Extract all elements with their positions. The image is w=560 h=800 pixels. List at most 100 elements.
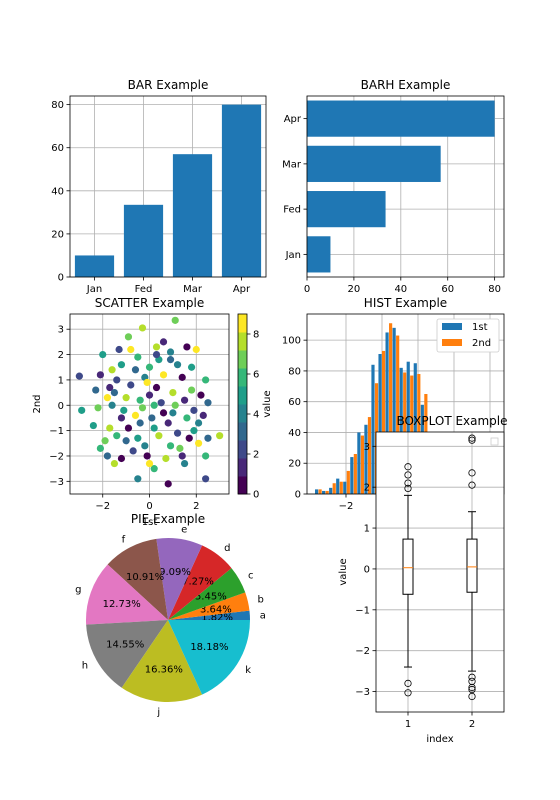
hist-bar-2nd: [332, 483, 336, 494]
pie-slice-g: [85, 564, 168, 625]
scatter-point: [113, 432, 121, 440]
hist-bar-1st: [343, 481, 347, 494]
scatter-point: [145, 459, 154, 468]
box-body: [466, 538, 478, 593]
axis-label-y: 2nd: [32, 394, 43, 413]
scatter-point: [150, 401, 158, 409]
pie-slice-e: [156, 538, 203, 620]
hist-bar-1st: [357, 432, 361, 494]
pie-slice-f: [107, 538, 168, 620]
pie-label: d: [224, 543, 230, 554]
pie-slice-k: [168, 620, 250, 695]
colorbar-segment: [238, 458, 247, 477]
pie-pct-label: 5.45%: [195, 591, 227, 602]
bar-chart: 0 20 40 60 80 Jan Fed Mar Apr BAR Example: [51, 78, 267, 295]
box-flier: [468, 469, 476, 477]
chart-title: BAR Example: [128, 78, 209, 92]
hist-bar-1st: [336, 478, 340, 494]
barh-mar: [307, 145, 441, 182]
pie-slice-j: [121, 620, 203, 702]
tick-label-y: 2: [364, 483, 370, 494]
tick-label-y: 0: [58, 401, 64, 412]
scatter-point: [78, 406, 86, 414]
scatter-point: [141, 442, 149, 450]
scatter-point: [136, 396, 144, 404]
scatter-point: [89, 421, 97, 430]
scatter-point: [134, 353, 142, 361]
axes-frame: [69, 313, 230, 495]
scatter-point: [136, 419, 144, 427]
tick-label-y: −1: [49, 426, 64, 437]
scatter-point: [166, 348, 175, 356]
scatter-point: [150, 465, 158, 473]
scatter-point: [138, 324, 147, 332]
tick-label-y: 20: [288, 459, 301, 470]
chart-title: PIE Example: [131, 512, 205, 526]
tick-label-y: Fed: [283, 205, 301, 216]
scatter-point: [113, 376, 121, 384]
scatter-point: [152, 343, 161, 351]
hist-bar-2nd: [353, 454, 357, 494]
bar-mar: [172, 154, 213, 277]
box-flier: [468, 673, 476, 681]
pie-slice-a: [168, 610, 250, 620]
scatter-point: [199, 411, 207, 420]
tick-label-y: 0: [58, 273, 64, 284]
hist-bar-2nd: [360, 435, 364, 494]
box-flier: [468, 683, 476, 692]
hist-bar-1st: [350, 457, 354, 494]
axes-frame: [69, 95, 267, 278]
scatter-point: [180, 459, 189, 468]
box-flier: [468, 481, 476, 489]
tick-label-y: 3: [58, 325, 64, 336]
hist-bar-2nd: [346, 470, 350, 494]
scatter-point: [197, 391, 205, 399]
box-flier: [404, 689, 412, 697]
barh-apr: [307, 100, 495, 137]
pie-pct-label: 12.73%: [103, 599, 141, 610]
scatter-point: [162, 454, 170, 463]
scatter-point: [180, 396, 189, 404]
scatter-point: [178, 373, 186, 381]
pie-slice-c: [168, 568, 246, 620]
scatter-point: [164, 419, 172, 427]
tick-label-y: 1: [58, 375, 64, 386]
tick-label-y: 0: [295, 490, 301, 501]
scatter-point: [173, 429, 182, 437]
pie-pct-label: 14.55%: [106, 640, 144, 651]
pie-pct-label: 16.36%: [145, 665, 183, 676]
tick-label-y: 20: [51, 229, 64, 240]
tick-label-y: −3: [49, 477, 64, 488]
scatter-point: [204, 399, 212, 407]
scatter-point: [129, 447, 137, 455]
axes-frame: [306, 95, 505, 278]
pie-pct-label: 9.09%: [159, 567, 191, 578]
colorbar-segment: [238, 476, 247, 495]
box-flier: [404, 471, 412, 479]
scatter-point: [164, 480, 172, 488]
axis-label-x: index: [426, 734, 453, 745]
pie-slice-h: [86, 620, 168, 688]
tick-label-y: 3: [364, 442, 370, 453]
axes-background: [376, 432, 504, 712]
scatter-point: [143, 378, 151, 387]
hist-bar-2nd: [381, 350, 386, 494]
scatter-point: [145, 363, 154, 371]
scatter-point: [166, 442, 175, 450]
pie-pct-label: 18.18%: [190, 642, 228, 653]
scatter-point: [202, 376, 210, 384]
colorbar-label: value: [262, 390, 273, 417]
pie-pct-label: 7.27%: [182, 577, 214, 588]
scatter-point: [96, 371, 104, 379]
hist-bar-2nd: [396, 335, 400, 494]
hist-bar-1st: [329, 487, 333, 494]
tick-label-y: 60: [288, 397, 301, 408]
pie-chart: a 1.82% b 3.64% c 5.45% d 7.27% e 9.09% f 10.91% g 12…: [75, 512, 266, 718]
chart-title: HIST Example: [364, 296, 447, 310]
scatter-point: [117, 361, 126, 369]
hist-bar-2nd: [339, 481, 343, 494]
scatter-point: [195, 439, 203, 447]
box-flier: [404, 679, 412, 687]
box-flier: [404, 484, 412, 493]
